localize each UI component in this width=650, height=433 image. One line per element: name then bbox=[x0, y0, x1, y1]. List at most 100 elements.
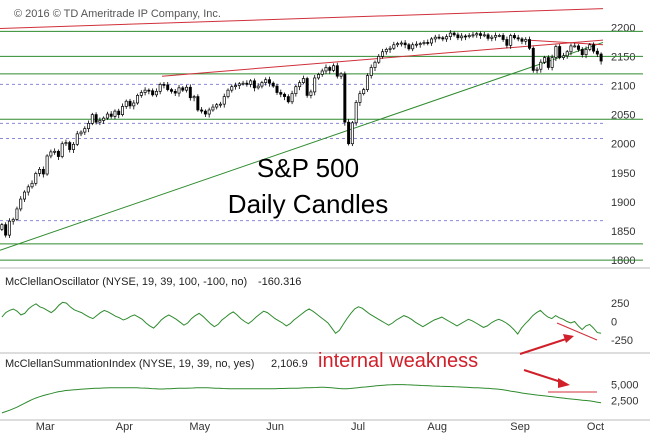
candle-body bbox=[358, 93, 362, 103]
candle-body bbox=[369, 67, 373, 76]
candle-body bbox=[147, 89, 151, 92]
candle-body bbox=[324, 67, 328, 72]
chart-title: S&P 500 bbox=[257, 153, 359, 183]
candle-body bbox=[313, 77, 317, 93]
candle-body bbox=[347, 121, 351, 145]
candle-body bbox=[234, 85, 238, 88]
candle-body bbox=[482, 34, 486, 37]
candle-body bbox=[169, 89, 173, 92]
candle-body bbox=[275, 85, 279, 93]
candle-body bbox=[441, 37, 445, 40]
candle-body bbox=[505, 39, 509, 46]
candle-body bbox=[550, 57, 554, 68]
candle-body bbox=[132, 102, 136, 107]
candle-body bbox=[264, 79, 268, 83]
candle-body bbox=[452, 32, 456, 36]
candle-body bbox=[535, 68, 539, 71]
x-tick-label: Jul bbox=[351, 421, 365, 433]
candle-body bbox=[102, 117, 106, 121]
candle-body bbox=[249, 80, 253, 85]
candle-body bbox=[569, 45, 573, 53]
annotation-text: internal weakness bbox=[318, 350, 478, 372]
candle-body bbox=[399, 42, 403, 45]
candle-body bbox=[546, 57, 550, 68]
candle-body bbox=[516, 37, 520, 40]
candle-body bbox=[512, 35, 516, 39]
candle-body bbox=[252, 80, 256, 89]
candle-body bbox=[162, 83, 166, 86]
oscillator-panel: 250 0 -250 bbox=[0, 298, 650, 354]
candle-body bbox=[595, 50, 599, 55]
candle-body bbox=[373, 61, 377, 68]
y-tick-label: 2100 bbox=[611, 81, 635, 93]
candle-body bbox=[437, 36, 441, 39]
candle-body bbox=[200, 109, 204, 112]
candle-body bbox=[448, 32, 452, 37]
candle-body bbox=[467, 35, 471, 37]
candle-body bbox=[486, 34, 490, 39]
candle-body bbox=[388, 47, 392, 50]
candle-body bbox=[151, 90, 155, 96]
candle-body bbox=[592, 44, 596, 52]
candle-body bbox=[245, 82, 249, 85]
candle-body bbox=[203, 110, 207, 115]
candle-body bbox=[577, 45, 580, 50]
arrow-shaft bbox=[519, 338, 567, 355]
candle-body bbox=[463, 35, 467, 38]
candle-body bbox=[524, 39, 528, 42]
candle-body bbox=[83, 128, 87, 133]
x-tick-label: Oct bbox=[587, 421, 604, 433]
arrow-head bbox=[563, 334, 574, 343]
candle-body bbox=[354, 102, 358, 124]
candle-body bbox=[0, 224, 4, 230]
candle-body bbox=[30, 182, 34, 188]
candle-body bbox=[158, 83, 162, 92]
candle-body bbox=[497, 35, 501, 37]
x-axis: Mar Apr May Jun Jul Aug Sep Oct bbox=[36, 421, 604, 433]
oscillator-series-line bbox=[1, 301, 602, 335]
candle-body bbox=[494, 35, 498, 38]
candle-body bbox=[15, 208, 19, 220]
candle-body bbox=[335, 65, 339, 77]
y-tick-label: -250 bbox=[611, 335, 633, 347]
candle-body bbox=[316, 74, 320, 79]
y-tick-label: 250 bbox=[611, 298, 629, 310]
oscillator-trendline bbox=[556, 322, 598, 341]
candle-body bbox=[445, 36, 449, 40]
candle-body bbox=[19, 198, 23, 210]
candle-body bbox=[177, 87, 181, 94]
x-tick-label: May bbox=[189, 421, 210, 433]
summation-last-value: 2,106.9 bbox=[271, 358, 308, 370]
candle-body bbox=[456, 34, 460, 39]
candle-body bbox=[94, 114, 98, 123]
summation-label: McClellanSummationIndex (NYSE, 19, 39, n… bbox=[5, 358, 254, 370]
candle-body bbox=[181, 87, 185, 91]
candle-body bbox=[365, 75, 369, 90]
candle-body bbox=[49, 151, 53, 157]
candle-body bbox=[60, 143, 64, 157]
candle-body bbox=[211, 106, 215, 111]
candle-body bbox=[218, 103, 222, 106]
candle-body bbox=[121, 106, 124, 115]
candle-body bbox=[328, 67, 332, 71]
candle-body bbox=[418, 43, 422, 45]
candle-body bbox=[392, 44, 396, 49]
candle-body bbox=[226, 89, 230, 97]
candle-body bbox=[430, 38, 434, 44]
candle-body bbox=[53, 150, 57, 153]
candle-body bbox=[87, 123, 91, 129]
y-tick-label: 2200 bbox=[611, 22, 635, 34]
candle-body bbox=[173, 90, 177, 94]
candle-body bbox=[139, 92, 143, 96]
y-tick-label: 5,000 bbox=[611, 380, 639, 392]
copyright-text: © 2016 © TD Ameritrade IP Company, Inc. bbox=[14, 8, 221, 20]
candle-body bbox=[286, 96, 290, 103]
candle-body bbox=[531, 47, 535, 71]
candle-body bbox=[136, 95, 140, 104]
candle-body bbox=[7, 220, 11, 236]
candle-body bbox=[343, 73, 347, 123]
candle-body bbox=[309, 91, 313, 96]
candle-body bbox=[185, 86, 189, 91]
price-panel: 2200 2150 2100 2050 2000 1950 1900 1850 1800 bbox=[0, 8, 650, 269]
